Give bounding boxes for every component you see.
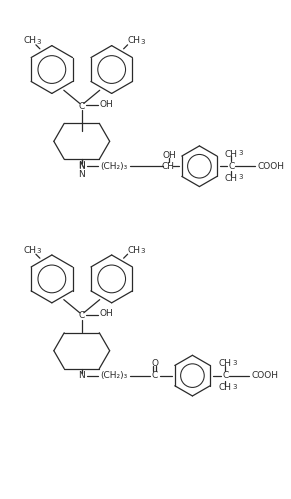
Text: COOH: COOH (257, 162, 284, 171)
Text: 3: 3 (238, 174, 243, 180)
Text: CH: CH (127, 36, 140, 45)
Text: 3: 3 (37, 39, 41, 45)
Text: 3: 3 (141, 248, 145, 254)
Text: CH: CH (219, 359, 232, 368)
Text: CH: CH (127, 246, 140, 254)
Text: OH: OH (100, 100, 113, 109)
Text: CH: CH (161, 162, 174, 171)
Text: CH: CH (23, 246, 36, 254)
Text: N: N (78, 170, 85, 179)
Text: O: O (151, 359, 158, 368)
Text: 3: 3 (232, 384, 237, 390)
Text: N: N (78, 161, 85, 170)
Text: 3: 3 (232, 360, 237, 366)
Text: 3: 3 (141, 39, 145, 45)
Text: OH: OH (163, 151, 176, 160)
Text: (CH₂)₃: (CH₂)₃ (100, 162, 127, 171)
Text: (CH₂)₃: (CH₂)₃ (100, 371, 127, 380)
Text: C: C (79, 311, 85, 320)
Text: N: N (78, 371, 85, 380)
Text: C: C (228, 162, 235, 171)
Text: 3: 3 (37, 248, 41, 254)
Text: CH: CH (219, 383, 232, 392)
Text: COOH: COOH (251, 371, 278, 380)
Text: CH: CH (225, 150, 238, 159)
Text: C: C (151, 371, 158, 380)
Text: CH: CH (225, 174, 238, 183)
Text: N: N (78, 162, 85, 171)
Text: 3: 3 (238, 150, 243, 156)
Text: C: C (79, 102, 85, 111)
Text: OH: OH (100, 309, 113, 318)
Text: C: C (222, 371, 228, 380)
Text: CH: CH (23, 36, 36, 45)
